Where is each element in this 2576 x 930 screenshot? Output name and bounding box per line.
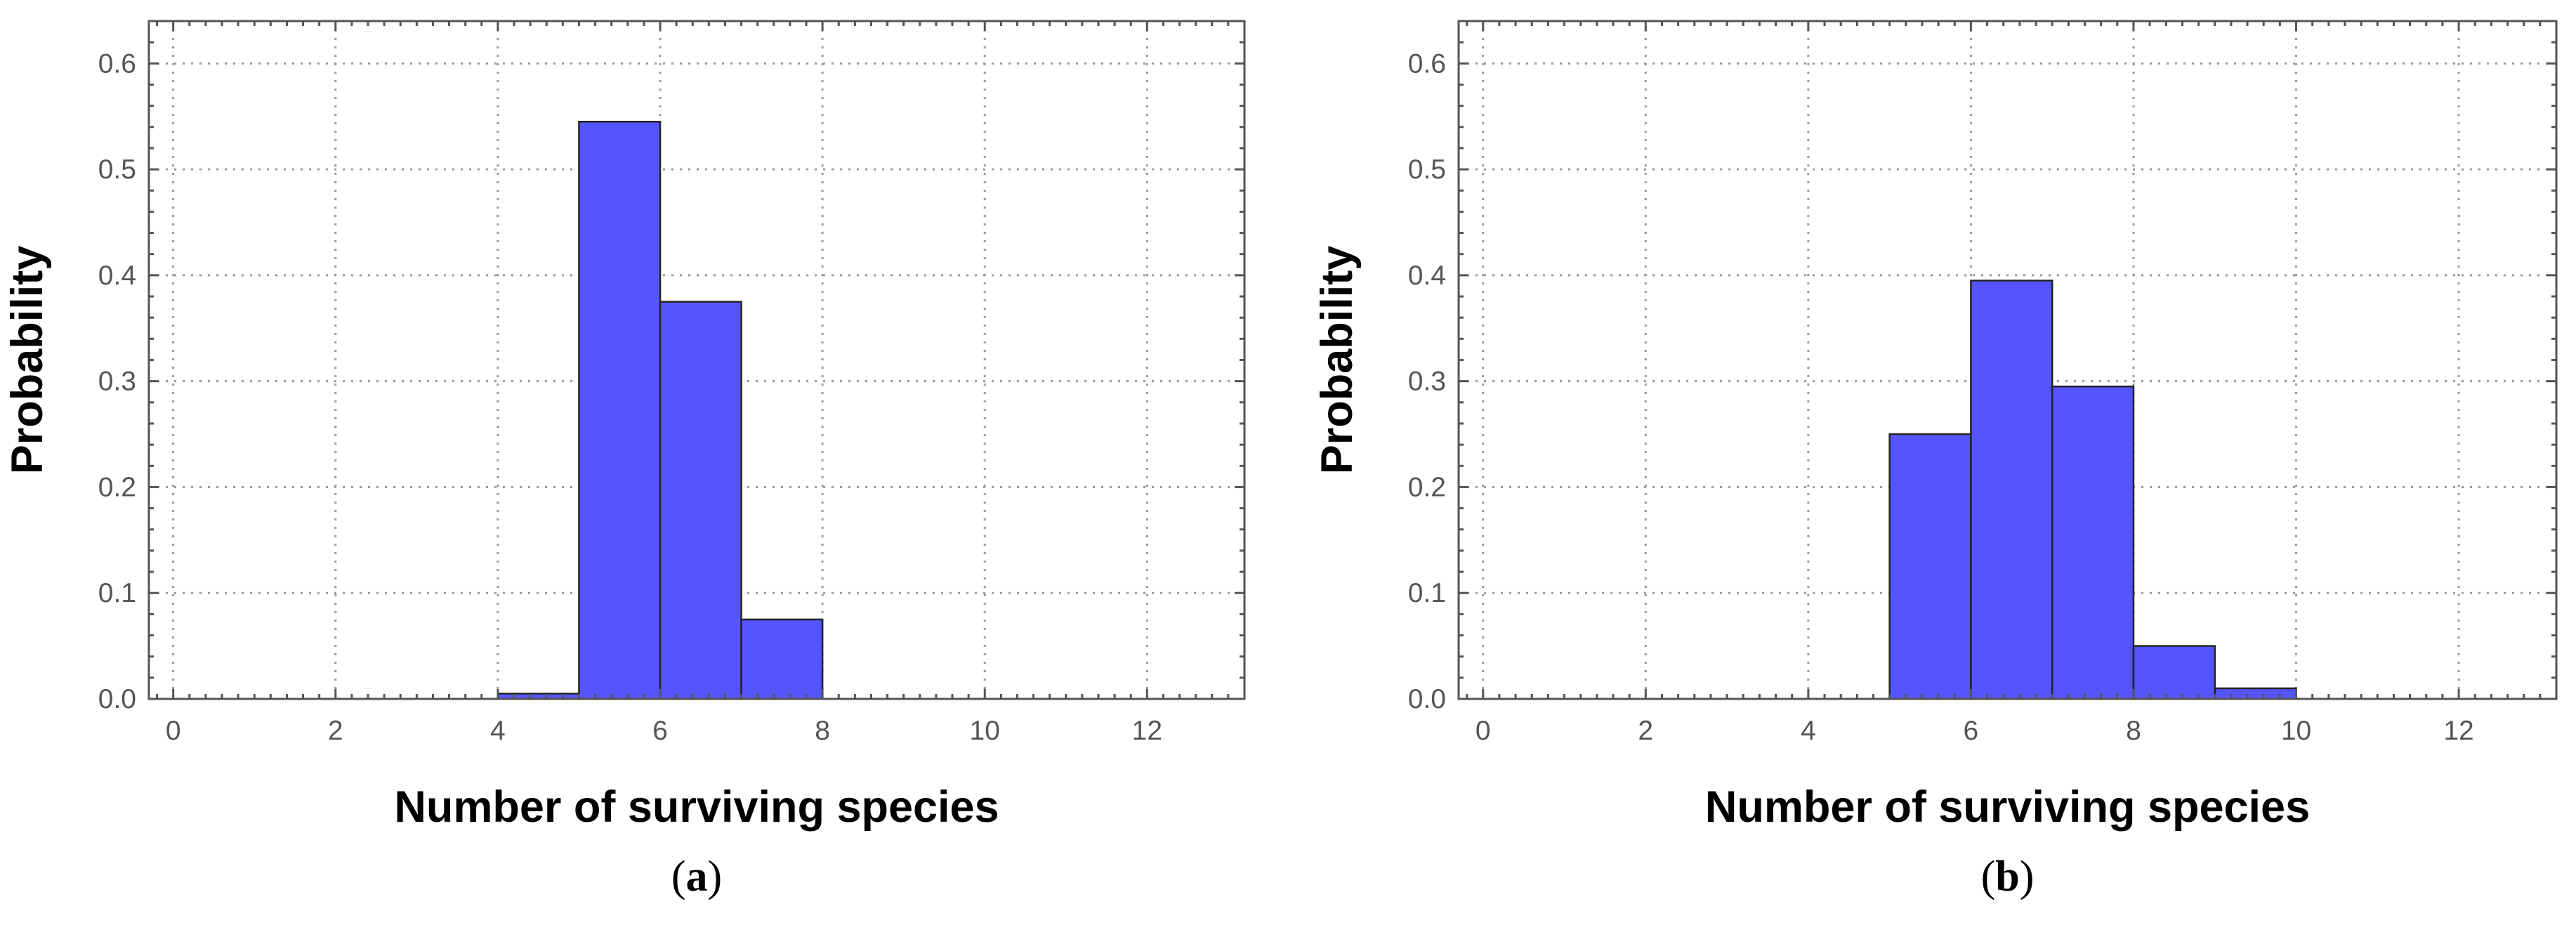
chart-panel-b: 0 2 4 6 8 10 12 0.0 0.1 0.2 0.3 0.4 0.5 0.6 Number of …	[1313, 20, 2558, 900]
x-tick-label: 8	[2126, 716, 2141, 746]
chart-panel-a: 0 2 4 6 8 10 12 0.0 0.1 0.2 0.3 0.4 0.5 0.6 Number of …	[3, 20, 1246, 900]
histogram-bar	[659, 301, 742, 700]
histogram-bar	[1970, 280, 2053, 700]
x-tick-label: 4	[490, 716, 506, 746]
x-tick-label: 6	[652, 716, 668, 746]
histogram-bar	[2214, 687, 2297, 700]
y-tick-label: 0.2	[98, 472, 136, 502]
y-tick-label: 0.6	[1408, 48, 1446, 79]
histogram-bar	[1888, 433, 1972, 700]
histogram-bar	[740, 618, 824, 700]
y-tick-label: 0.3	[98, 367, 136, 397]
x-tick-label: 12	[2443, 716, 2473, 746]
y-tick-label: 0.3	[1408, 367, 1446, 397]
x-tick-label: 0	[1476, 716, 1491, 746]
y-tick-label: 0.5	[98, 155, 136, 185]
y-tick-label: 0.6	[98, 48, 136, 79]
y-tick-label: 0.2	[1408, 472, 1446, 502]
x-tick-label: 8	[815, 716, 830, 746]
y-tick-label: 0.4	[98, 261, 136, 291]
y-tick-label: 0.0	[98, 684, 136, 714]
y-tick-label: 0.5	[1408, 155, 1446, 185]
y-tick-label: 0.1	[98, 578, 136, 608]
x-tick-label: 6	[1964, 716, 1979, 746]
y-axis-label: Probability	[3, 246, 52, 475]
y-tick-label: 0.4	[1408, 261, 1446, 291]
x-tick-label: 12	[1132, 716, 1162, 746]
y-axis-label: Probability	[1313, 246, 1362, 475]
histogram-bar	[578, 120, 662, 700]
histogram-bar	[2132, 645, 2216, 700]
x-tick-label: 4	[1801, 716, 1816, 746]
panel-caption: (a)	[671, 853, 722, 900]
x-tick-label: 10	[2281, 716, 2311, 746]
y-tick-label: 0.1	[1408, 578, 1446, 608]
x-axis-label: Number of surviving species	[1705, 782, 2310, 832]
y-tick-label: 0.0	[1408, 684, 1446, 714]
x-tick-label: 2	[328, 716, 343, 746]
histogram-bar	[2051, 385, 2135, 700]
panel-caption: (b)	[1981, 853, 2035, 900]
x-axis-label: Number of surviving species	[394, 782, 999, 832]
x-tick-label: 10	[970, 716, 1000, 746]
x-tick-label: 0	[166, 716, 181, 746]
x-tick-label: 2	[1638, 716, 1653, 746]
